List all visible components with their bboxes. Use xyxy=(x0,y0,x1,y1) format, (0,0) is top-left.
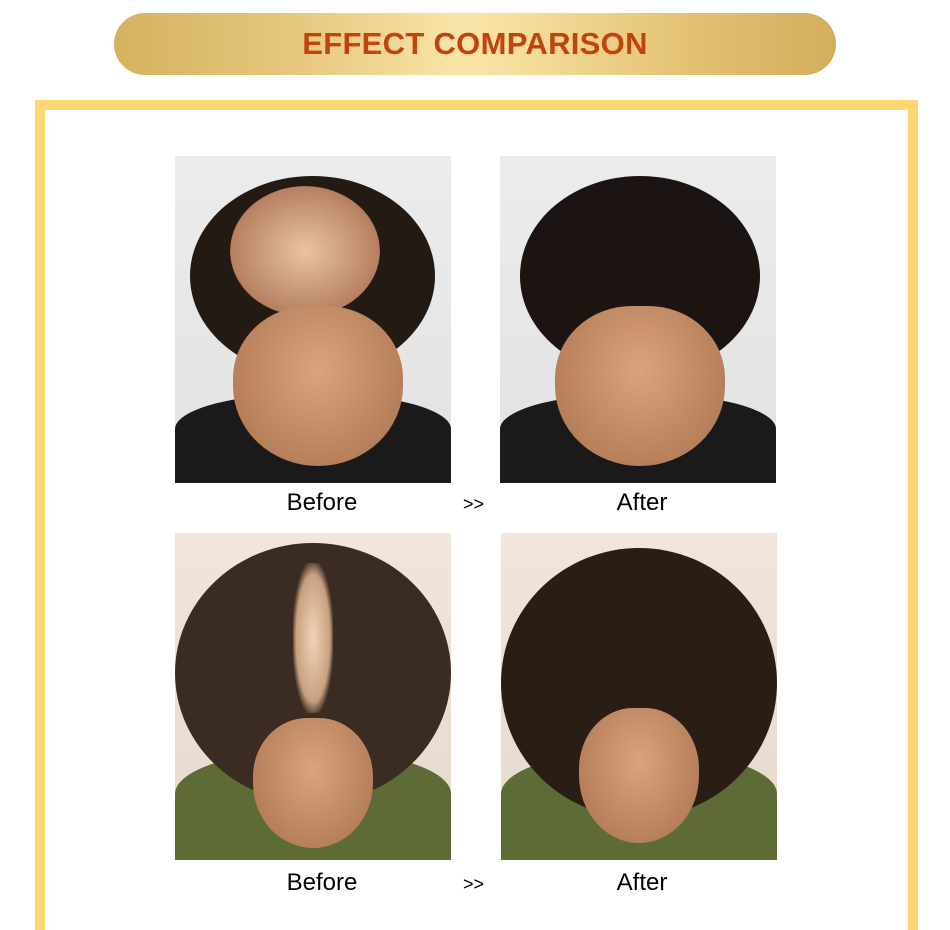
before-photo-woman xyxy=(175,533,451,860)
after-label-1: After xyxy=(616,489,668,516)
before-label-1: Before xyxy=(286,489,358,516)
arrow-separator-2: >> xyxy=(463,874,485,894)
before-photo-man xyxy=(175,156,451,483)
after-label-2: After xyxy=(616,869,668,896)
before-label-2: Before xyxy=(286,869,358,896)
title-banner: EFFECT COMPARISON xyxy=(114,13,836,75)
arrow-separator-1: >> xyxy=(463,494,485,514)
after-photo-man xyxy=(500,156,776,483)
banner-title: EFFECT COMPARISON xyxy=(302,26,648,61)
comparison-frame xyxy=(35,100,918,930)
after-photo-woman xyxy=(501,533,777,860)
